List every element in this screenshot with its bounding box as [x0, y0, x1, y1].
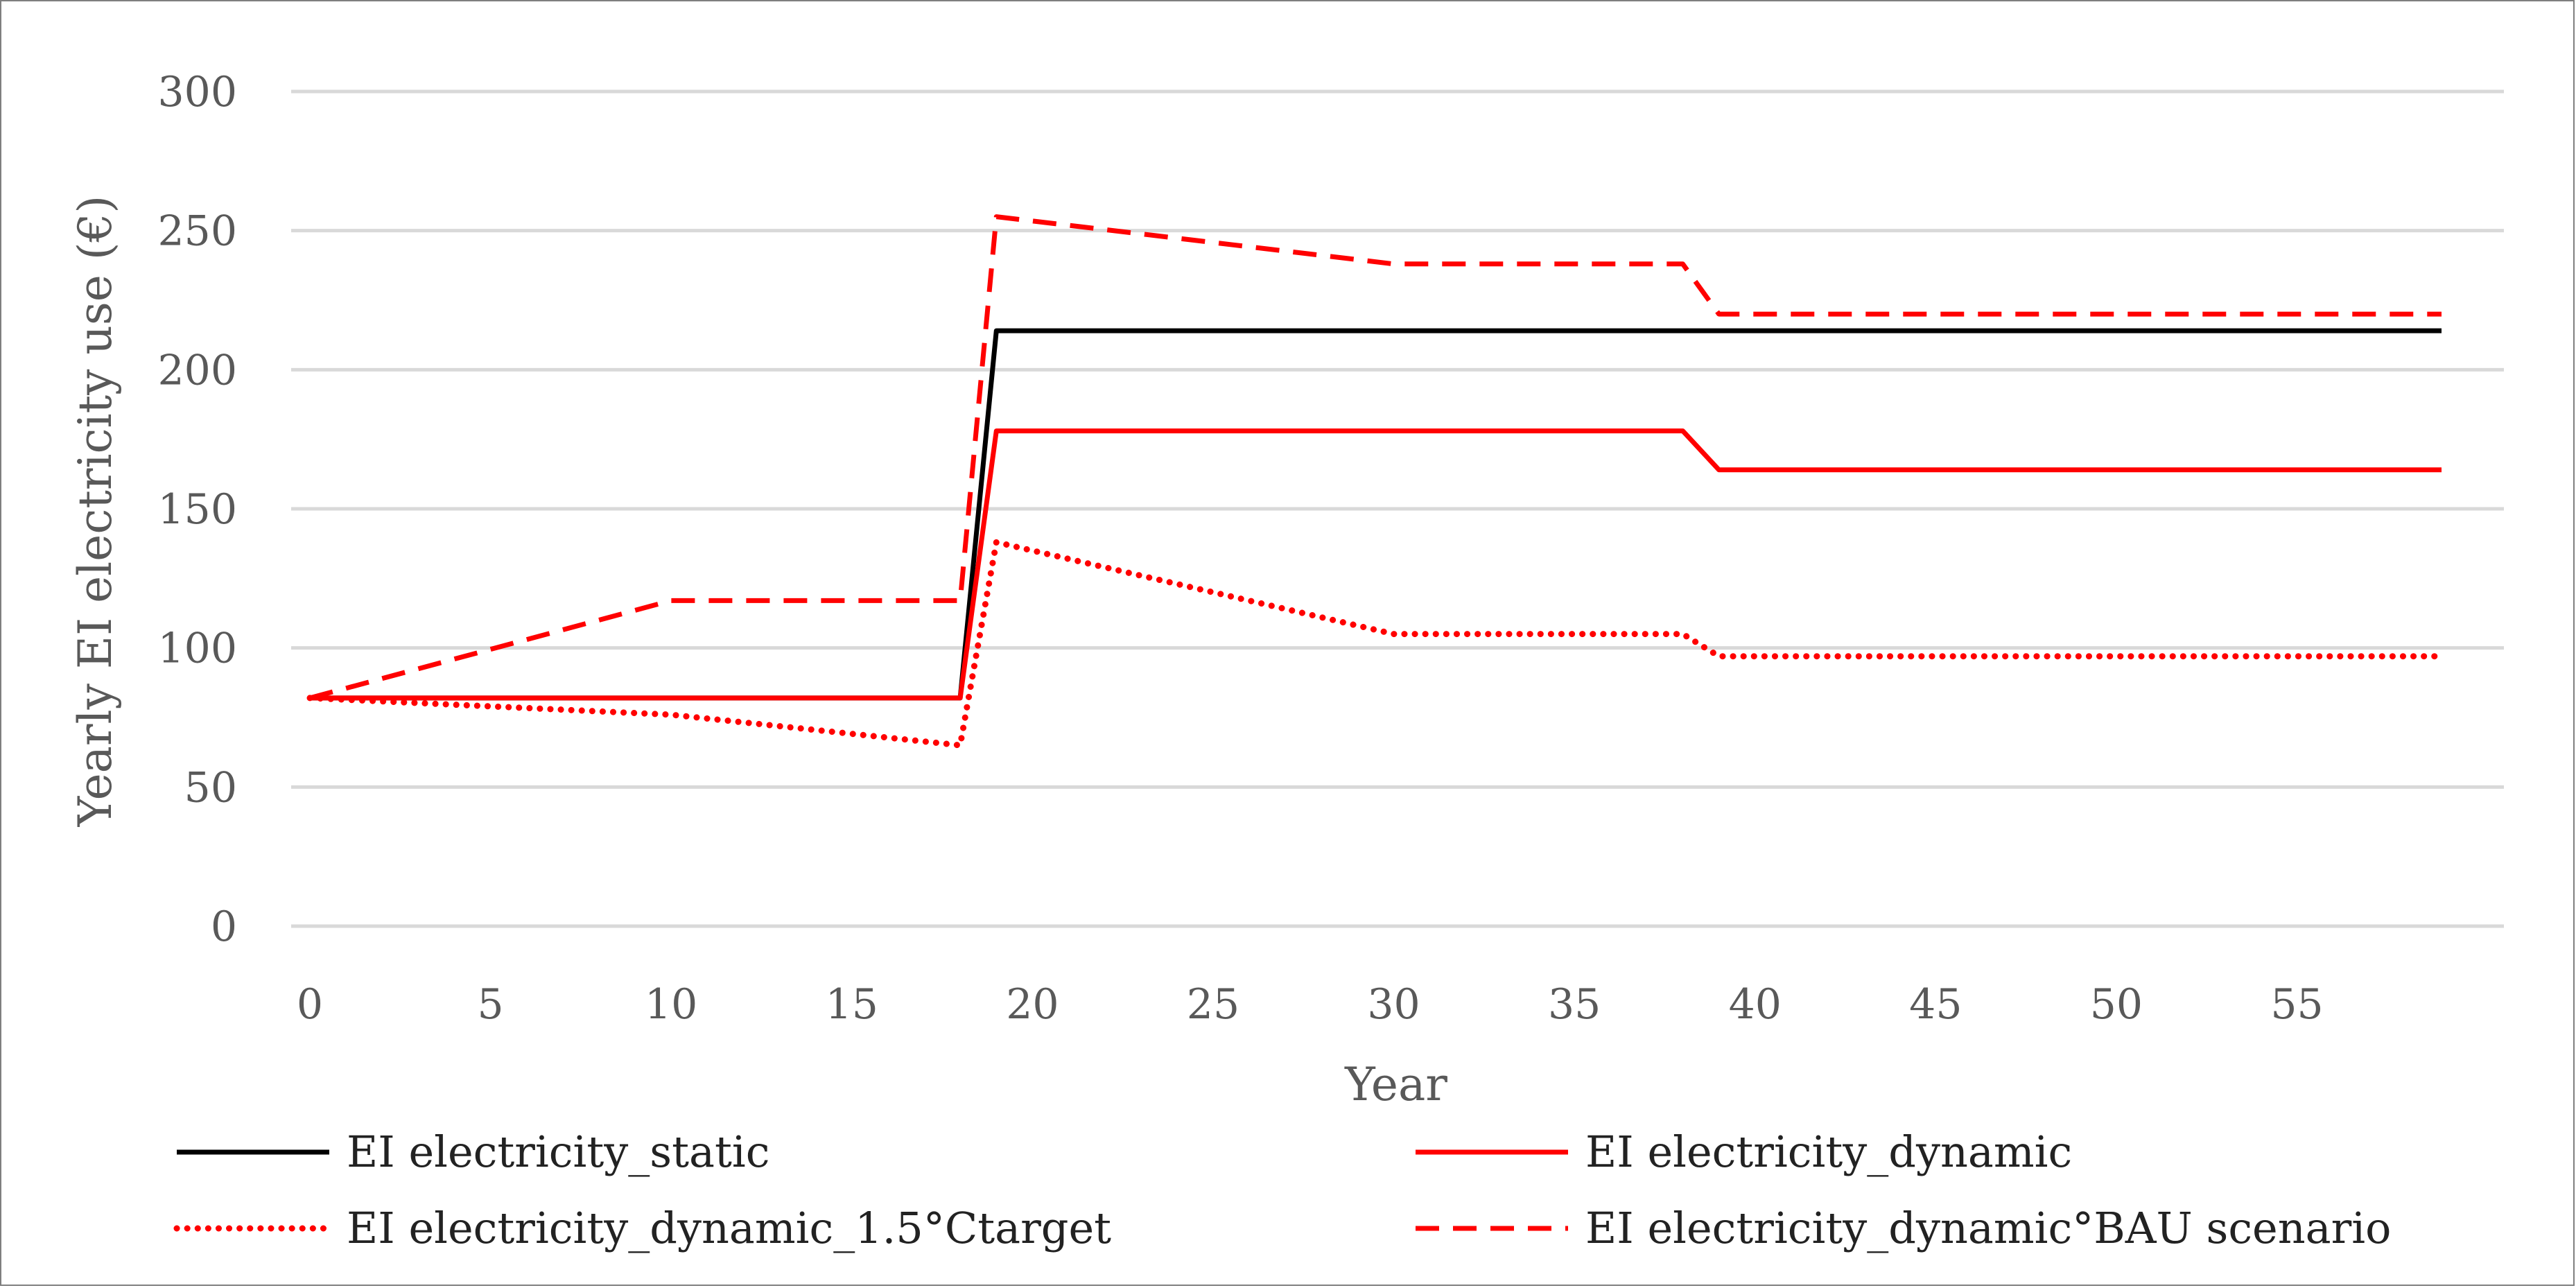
y-axis-ticks: 300 250 200 150 100 50 0: [157, 68, 237, 951]
legend: EI electricity_static EI electricity_dyna…: [173, 1126, 2391, 1253]
x-tick-label: 25: [1187, 980, 1239, 1029]
x-tick-label: 50: [2090, 980, 2143, 1029]
x-tick-label: 55: [2270, 980, 2323, 1029]
series-line-3: [306, 539, 2445, 749]
x-tick-label: 45: [1909, 980, 1962, 1029]
series-line-1: [310, 328, 2442, 701]
legend-label-3: EI electricity_dynamic_1.5°Ctarget: [347, 1203, 1111, 1253]
y-tick-label: 200: [157, 346, 237, 394]
x-tick-label: 10: [645, 980, 697, 1029]
y-tick-label: 50: [184, 763, 237, 812]
x-tick-label: 20: [1006, 980, 1059, 1029]
series-lines: [306, 214, 2445, 749]
x-tick-label: 40: [1729, 980, 1782, 1029]
x-tick-label: 15: [826, 980, 878, 1029]
y-tick-label: 250: [157, 207, 237, 256]
y-axis-title: Yearly EI electricity use (€): [69, 195, 122, 828]
legend-label-4: EI electricity_dynamic°BAU scenario: [1585, 1203, 2391, 1253]
x-tick-label: 35: [1548, 980, 1601, 1029]
x-axis-title: Year: [1344, 1058, 1447, 1111]
y-tick-label: 150: [157, 485, 237, 534]
gridlines: [291, 89, 2504, 928]
x-axis-ticks: 0 5 10 15 20 25 30 35 40 45 50 55: [297, 980, 2324, 1029]
legend-label-1: EI electricity_static: [347, 1126, 769, 1177]
legend-label-2: EI electricity_dynamic: [1585, 1126, 2072, 1177]
x-tick-label: 5: [477, 980, 503, 1029]
series-line-4: [309, 214, 2442, 701]
x-tick-label: 30: [1367, 980, 1420, 1029]
series-line-2: [310, 428, 2442, 701]
y-tick-label: 100: [157, 625, 237, 673]
x-tick-label: 0: [297, 980, 323, 1029]
y-tick-label: 0: [211, 903, 237, 951]
y-tick-label: 300: [157, 68, 237, 116]
